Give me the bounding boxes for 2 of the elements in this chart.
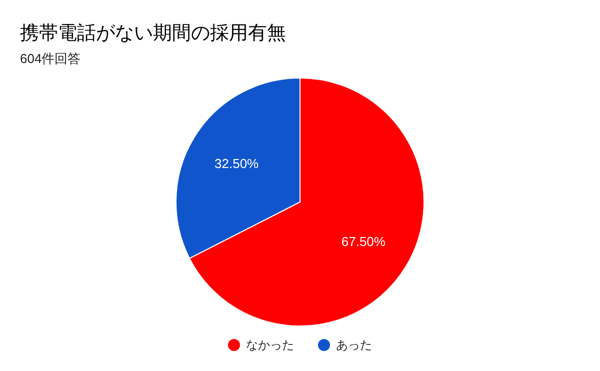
title: 携帯電話がない期間の採用有無: [20, 23, 286, 44]
subtitle: 604件回答: [20, 51, 81, 66]
